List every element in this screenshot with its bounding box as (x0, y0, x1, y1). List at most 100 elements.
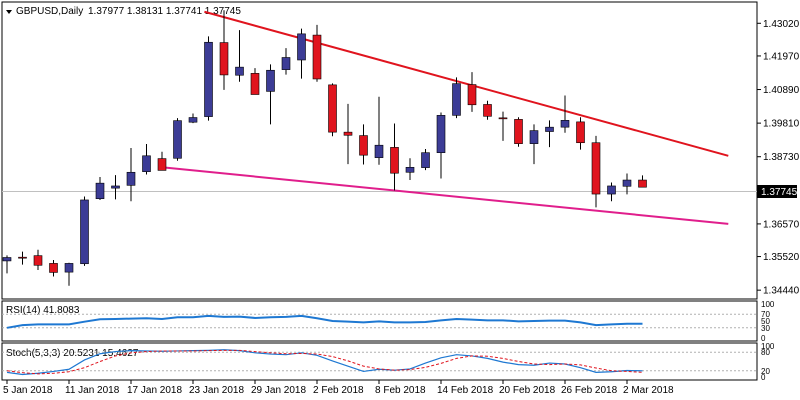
candle-body (622, 179, 632, 187)
candle (452, 77, 461, 119)
candle-body (405, 166, 415, 173)
candle-body (545, 126, 554, 132)
candle-body (219, 42, 229, 76)
candle (142, 143, 151, 175)
candle (436, 112, 446, 179)
rsi-line (6, 314, 643, 329)
time-tick-label: 14 Feb 2018 (437, 385, 494, 396)
candles (2, 10, 647, 286)
candle-body (467, 84, 477, 106)
candle-body (64, 263, 74, 273)
candle (607, 182, 616, 202)
stoch-signal-line (6, 349, 643, 375)
candle (297, 28, 306, 79)
candle (328, 83, 337, 137)
time-tick-label: 23 Jan 2018 (189, 385, 244, 396)
candle-body (514, 119, 523, 144)
candle-body (142, 155, 151, 172)
candle-body (591, 142, 601, 195)
candle (405, 158, 415, 181)
time-axis: 5 Jan 2018 11 Jan 2018 17 Jan 2018 23 Jan 2… (3, 380, 674, 396)
candle (591, 135, 601, 208)
candle-body (483, 104, 492, 117)
candle (529, 124, 539, 165)
candle (18, 251, 27, 265)
price-tick-label: 1.40890 (763, 85, 800, 96)
candle-body (204, 41, 213, 117)
candle-body (126, 171, 136, 186)
dropdown-arrow-icon[interactable] (6, 10, 12, 14)
candle (622, 173, 632, 195)
candle-body (297, 33, 306, 61)
rsi-tick-label: 0 (761, 334, 766, 343)
candle (188, 113, 198, 124)
time-tick-label: 29 Jan 2018 (251, 385, 306, 396)
candle-body (266, 69, 275, 92)
candle-body (576, 121, 585, 144)
rsi-tick-label: 70 (761, 310, 770, 319)
time-tick-label: 2 Feb 2018 (313, 385, 364, 396)
stoch-tick-label: 0 (761, 373, 766, 382)
time-tick-label: 5 Jan 2018 (3, 385, 53, 396)
candle (498, 111, 508, 141)
support-trendline (159, 165, 729, 225)
candle-body (188, 117, 198, 123)
candle (235, 30, 244, 82)
price-axis: 1.43020 1.41970 1.40890 1.39810 1.38730 1.365… (757, 19, 800, 297)
candle (638, 175, 647, 188)
stoch-main-line (6, 349, 643, 376)
rsi-tick-label: 50 (761, 317, 770, 326)
candle-body (250, 73, 260, 95)
candle (204, 36, 213, 121)
candle (281, 48, 291, 75)
candle (2, 255, 12, 274)
rsi-label: RSI(14) 41.8083 (6, 305, 80, 316)
candle-body (18, 256, 27, 259)
candle-body (638, 179, 647, 188)
candle (390, 123, 399, 191)
candle-body (436, 115, 446, 153)
candle-body (560, 120, 570, 128)
candle-body (157, 158, 167, 171)
time-tick-label: 26 Feb 2018 (561, 385, 618, 396)
candle-body (328, 84, 337, 133)
stoch-tick-label: 20 (761, 367, 770, 376)
price-tick-label: 1.43020 (763, 19, 800, 30)
candle-body (95, 182, 105, 200)
rsi-tick-label: 100 (761, 300, 775, 309)
current-price-tag (757, 185, 797, 198)
candle-body (2, 257, 12, 262)
stoch-tick-label: 80 (761, 348, 770, 357)
symbol-label: GBPUSD,Daily (16, 6, 83, 17)
price-tick-label: 1.39810 (763, 119, 800, 130)
resistance-trendline (204, 10, 729, 157)
time-tick-label: 20 Feb 2018 (499, 385, 556, 396)
candle (545, 120, 554, 148)
candle-body (452, 83, 461, 116)
price-tick-label: 1.38730 (763, 152, 800, 163)
rsi-tick-label: 30 (761, 324, 770, 333)
candle (421, 148, 430, 171)
candle (80, 196, 89, 266)
candle (343, 103, 353, 165)
candle (467, 72, 477, 112)
candle-body (607, 185, 616, 195)
candle (312, 24, 322, 82)
candle (483, 100, 492, 120)
price-tick-label: 1.34440 (763, 286, 800, 297)
time-tick-label: 8 Feb 2018 (375, 385, 426, 396)
time-tick-label: 2 Mar 2018 (623, 385, 674, 396)
candle (374, 96, 384, 165)
candle (359, 124, 368, 165)
candle (250, 68, 260, 95)
trendlines (159, 10, 729, 225)
stoch-label: Stoch(5,3,3) 20.5231 15.4627 (6, 348, 139, 359)
time-tick-label: 11 Jan 2018 (65, 385, 120, 396)
candle-body (312, 34, 322, 80)
price-tick-label: 1.41970 (763, 51, 800, 62)
price-tick-label: 1.36570 (763, 219, 800, 230)
candle (514, 117, 523, 147)
candle-body (111, 185, 120, 189)
